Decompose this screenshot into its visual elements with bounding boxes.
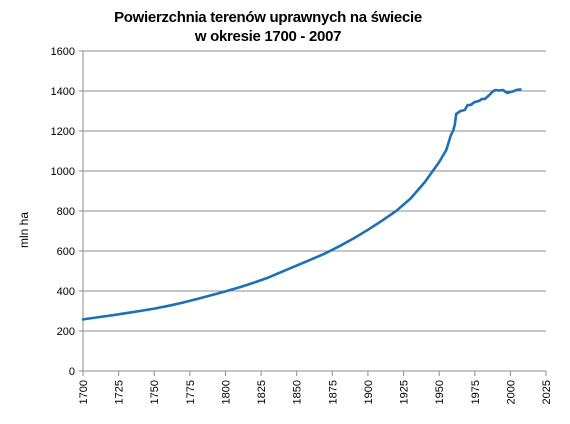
chart-title-line-1: Powierzchnia terenów uprawnych na świeci… [114, 9, 422, 26]
y-tick-labels: 0 200 400 600 800 1000 1200 1400 1600 [51, 46, 75, 378]
x-tick-label: 1700 [78, 380, 90, 404]
x-tick-label: 1875 [327, 380, 339, 404]
y-tick-label: 0 [69, 366, 75, 378]
y-tick-label: 1400 [51, 86, 75, 98]
x-tick-label: 2000 [505, 380, 517, 404]
series-group [81, 88, 522, 321]
y-tick-label: 1000 [51, 166, 75, 178]
chart-title-line-2: w okresie 1700 - 2007 [194, 28, 342, 45]
x-tick-label: 1950 [434, 380, 446, 404]
y-tick-label: 600 [57, 246, 75, 258]
x-tick-label: 1800 [220, 380, 232, 404]
x-tick-label: 1925 [399, 380, 411, 404]
y-tick-label: 1200 [51, 126, 75, 138]
x-tick-label: 1750 [149, 380, 161, 404]
x-tick-label: 2025 [541, 380, 553, 404]
x-tick-label: 1725 [114, 380, 126, 404]
x-tick-label: 1900 [363, 380, 375, 404]
axes [79, 50, 547, 376]
y-tick-label: 400 [57, 286, 75, 298]
x-tick-label: 1775 [185, 380, 197, 404]
x-tick-labels: 1700 1725 1750 1775 1800 1825 1850 1875 1900 1925… [78, 380, 553, 404]
x-tick-label: 1825 [256, 380, 268, 404]
x-tick-label: 1850 [292, 380, 304, 404]
gridlines [83, 50, 546, 332]
series-line [81, 88, 522, 321]
x-tick-label: 1975 [470, 380, 482, 404]
y-tick-label: 800 [57, 206, 75, 218]
y-tick-label: 1600 [51, 46, 75, 58]
y-tick-label: 200 [57, 326, 75, 338]
